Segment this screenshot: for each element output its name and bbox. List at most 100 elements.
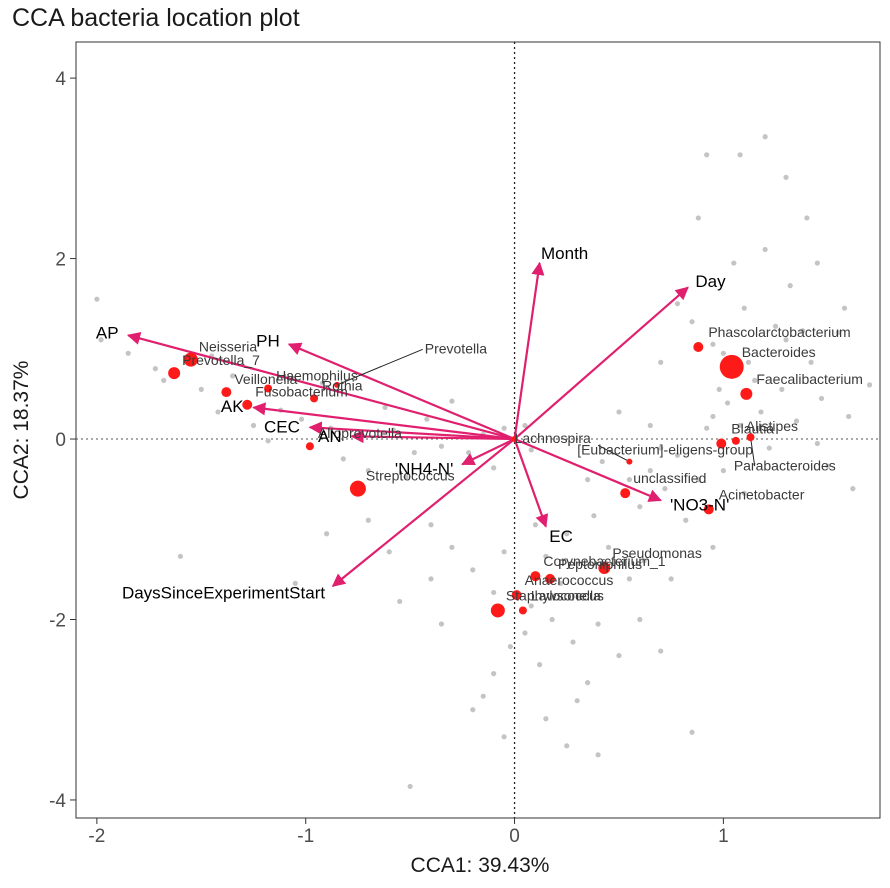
env-arrow (514, 438, 662, 502)
taxon-point (242, 399, 253, 410)
background-point (595, 621, 601, 627)
taxon-label: Alloprevotella (318, 425, 402, 441)
env-arrow (350, 429, 515, 444)
background-point (737, 422, 743, 429)
background-point (689, 319, 695, 325)
background-point (595, 752, 601, 758)
y-tick-label: 2 (55, 250, 66, 271)
background-point (724, 400, 731, 406)
background-point (752, 377, 758, 383)
background-point (585, 680, 591, 686)
background-point (783, 174, 789, 180)
background-point (674, 452, 681, 458)
background-point (501, 549, 507, 555)
background-point (340, 456, 346, 462)
x-tick-label: 0 (509, 826, 520, 847)
background-point (265, 438, 271, 444)
background-point (323, 531, 330, 537)
background-point (737, 152, 743, 158)
taxon-point (221, 387, 232, 398)
background-point (543, 553, 549, 559)
taxon-label: Veillonella (234, 371, 297, 387)
background-point (662, 486, 668, 492)
background-point (793, 418, 800, 424)
chart-title: CCA bacteria location plot (12, 4, 300, 32)
background-point (382, 404, 388, 411)
taxon-label: Rothia (322, 377, 363, 393)
arrow-label: EC (549, 527, 573, 546)
background-point (783, 337, 789, 343)
background-point (403, 474, 409, 480)
background-point (710, 341, 716, 347)
background-point (745, 359, 752, 365)
env-arrow (287, 342, 515, 441)
background-point (787, 283, 793, 289)
background-point (605, 544, 612, 550)
taxon-label: unclassified (633, 470, 706, 486)
arrow-label: Month (541, 244, 588, 263)
background-point (466, 449, 472, 456)
taxon-point (264, 384, 273, 393)
taxon-point (545, 573, 556, 584)
background-point (599, 458, 605, 465)
background-point (800, 328, 806, 334)
y-tick-label: -4 (49, 791, 66, 812)
taxon-label: Acinetobacter (719, 486, 805, 502)
background-point (731, 260, 737, 266)
taxon-point (598, 562, 611, 575)
background-point (215, 409, 221, 415)
background-point (689, 729, 695, 735)
arrow-label: PH (256, 331, 280, 350)
taxon-label: Anaerococcus (525, 572, 614, 588)
env-arrow (461, 438, 516, 466)
background-point (626, 477, 633, 483)
background-point (480, 693, 486, 699)
background-point (507, 643, 513, 650)
env-arrow (513, 438, 549, 528)
taxon-label: Parabacteroides (734, 458, 836, 474)
background-point (637, 504, 643, 510)
background-point (591, 513, 597, 519)
y-tick-label: -2 (49, 610, 66, 631)
y-tick-label: 0 (55, 430, 66, 451)
taxon-point (530, 571, 541, 582)
background-point (704, 425, 710, 431)
background-point (528, 603, 534, 609)
taxon-point (511, 590, 522, 601)
background-point (94, 296, 100, 302)
background-point (616, 652, 622, 659)
taxon-point (740, 387, 753, 400)
taxon-point (626, 458, 633, 465)
background-point (125, 350, 131, 356)
background-point (616, 409, 622, 415)
background-point (762, 246, 768, 253)
x-axis-title: CCA1: 39.43% (411, 854, 550, 877)
background-point (449, 544, 455, 550)
taxon-label: Pseudomonas (612, 545, 702, 561)
taxon-label: Phascolarctobacterium (708, 324, 850, 340)
y-tick-label: 4 (55, 69, 66, 90)
background-point (866, 382, 873, 388)
leader-line (750, 437, 756, 467)
arrow-label: AN (318, 427, 342, 446)
taxon-label: Corynebacterium_1 (543, 553, 665, 569)
background-point (641, 558, 647, 564)
y-axis-title: CCA2: 18.37% (10, 361, 33, 500)
background-point (710, 544, 716, 550)
background-point (522, 422, 528, 429)
background-point (841, 305, 848, 311)
env-arrow (331, 438, 516, 587)
background-point (365, 468, 371, 474)
background-point (814, 440, 820, 447)
background-point (758, 409, 764, 415)
background-point (292, 580, 298, 586)
background-point (537, 662, 543, 668)
background-point (647, 422, 653, 429)
x-tick-label: 1 (718, 826, 729, 847)
background-point (528, 447, 534, 453)
arrow-label: DaysSinceExperimentStart (122, 583, 325, 602)
env-arrow (252, 402, 515, 441)
taxon-point (511, 436, 518, 443)
background-point (449, 398, 455, 404)
